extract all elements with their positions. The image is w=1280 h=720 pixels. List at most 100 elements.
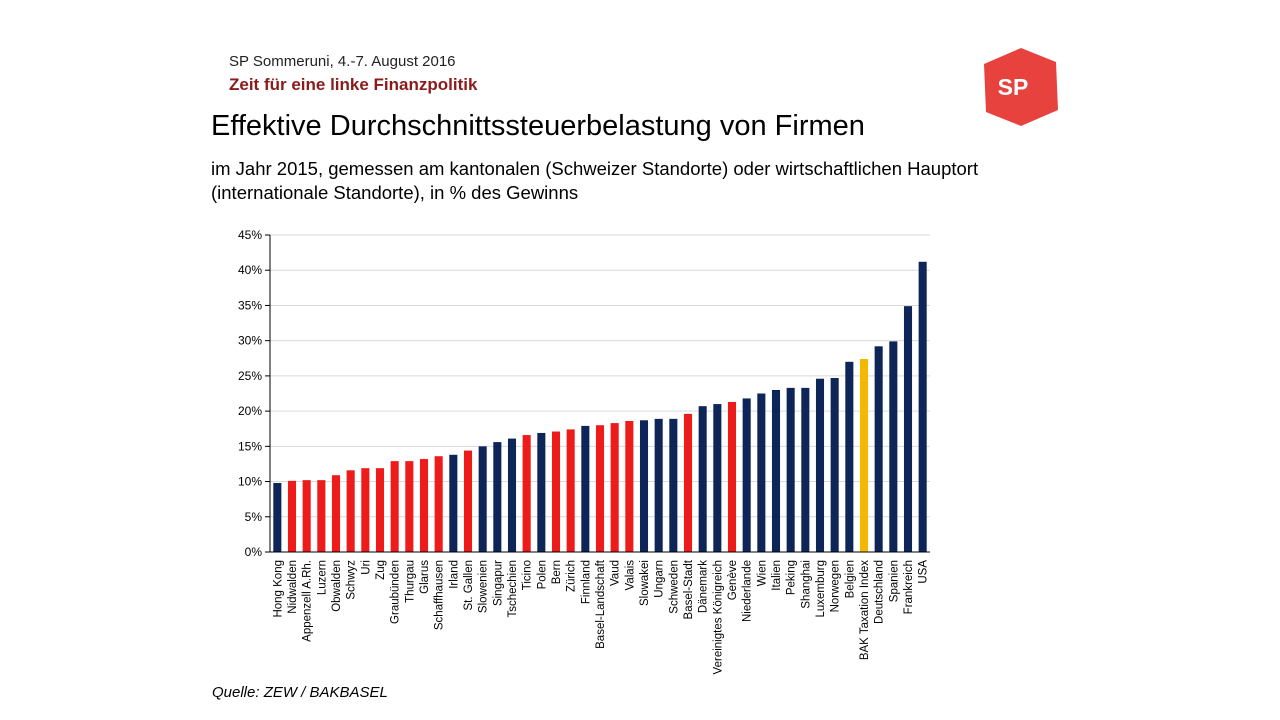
x-tick-label: Spanien [888,560,900,602]
bar [493,442,502,552]
bar [654,418,663,552]
x-tick-label: Ungarn [654,560,666,598]
x-tick-label: Niederlande [742,560,754,622]
x-tick-label: Belgien [844,560,856,598]
x-tick-label: Luxemburg [815,560,827,618]
x-tick-label: Glarus [419,560,431,594]
x-tick-label: Bern [551,560,563,584]
bar [830,378,839,552]
y-tick-label: 25% [238,369,262,383]
x-tick-label: St. Gallen [463,560,475,611]
x-tick-label: Finnland [580,560,592,604]
y-tick-label: 45% [238,228,262,242]
x-tick-label: Valais [624,560,636,591]
y-tick-label: 20% [238,404,262,418]
bar [434,456,443,552]
x-tick-label: Hong Kong [272,560,284,618]
bar [405,461,414,552]
x-tick-label: Basel-Landschaft [595,559,607,649]
sp-logo-shape [984,48,1058,126]
x-tick-label: BAK Taxation Index [859,560,871,660]
bar [727,401,737,552]
y-tick-label: 35% [238,298,262,312]
y-tick-label: 5% [245,510,263,524]
x-tick-label: Schwyz [346,560,358,600]
bar [302,480,311,552]
bar [683,413,693,552]
bar [581,425,590,552]
x-tick-label: Ticino [522,560,534,590]
x-tick-label: Obwalden [331,560,343,612]
source-note: Quelle: ZEW / BAKBASEL [212,684,388,701]
bar [669,418,678,552]
bar [801,387,810,552]
x-tick-label: Schaffhausen [434,560,446,630]
event-line: SP Sommeruni, 4.-7. August 2016 [229,53,456,70]
x-tick-label: Wien [756,560,768,586]
bar [639,420,649,552]
bar [845,361,854,552]
x-tick-label: Luzern [316,560,328,595]
y-tick-label: 40% [238,263,262,277]
x-tick-label: Slowenien [478,560,490,613]
y-tick-label: 15% [238,439,262,453]
bar [903,306,913,552]
x-tick-label: Basel-Stadt [683,559,695,619]
x-tick-label: Polen [536,560,548,589]
slide-title: Effektive Durchschnittssteuerbelastung v… [211,110,865,142]
bar [698,406,707,552]
bar [859,358,869,552]
x-tick-label: Appenzell A.Rh. [302,560,314,642]
x-tick-label: Italien [771,560,783,591]
bar [507,438,517,552]
bar [918,261,927,552]
x-tick-label: Thurgau [404,560,416,603]
x-tick-label: Uri [360,560,372,575]
slide-subtitle: im Jahr 2015, gemessen am kantonalen (Sc… [211,158,979,203]
bar [551,431,561,552]
x-tick-label: Graubünden [390,560,402,624]
x-tick-label: Genève [727,560,739,600]
bar [287,480,297,552]
bar [625,420,634,552]
bar [874,346,883,552]
x-tick-label: Dänemark [698,560,710,613]
bar [815,378,825,552]
x-tick-label: Deutschland [874,560,886,624]
y-tick-label: 10% [238,475,262,489]
x-tick-label: Shanghai [800,560,812,609]
bar [463,450,473,552]
x-tick-label: Singapur [492,560,504,606]
bar [331,475,341,552]
bar [610,423,619,552]
bar [273,482,282,552]
x-tick-label: Zürich [566,560,578,592]
bar [771,389,781,552]
bar [317,480,326,552]
bar [757,393,766,552]
bar [361,468,370,552]
x-tick-label: Frankreich [903,560,915,614]
bar [419,459,429,552]
x-tick-label: Norwegen [830,560,842,612]
x-tick-label: Zug [375,560,387,580]
bar [478,446,487,552]
bar [742,398,751,552]
bar [537,432,546,552]
x-tick-label: Nidwalden [287,560,299,614]
bar [786,387,795,552]
x-tick-label: Slowakei [639,560,651,606]
sp-logo-text: SP [998,74,1029,100]
bar [390,461,399,552]
bar [595,425,605,552]
bar [346,470,355,552]
x-tick-label: Peking [786,560,798,595]
x-tick-label: Tschechien [507,560,519,618]
x-tick-label: Vaud [610,560,622,586]
topic-line: Zeit für eine linke Finanzpolitik [229,75,478,94]
x-tick-label: USA [918,560,930,584]
bar [889,341,898,552]
bar [566,429,575,552]
y-tick-label: 30% [238,334,262,348]
